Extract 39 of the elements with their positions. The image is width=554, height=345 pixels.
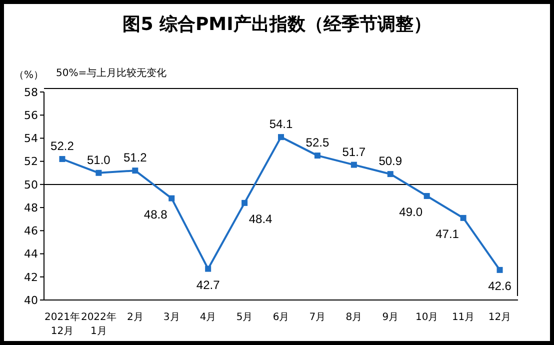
data-label: 52.5 (306, 136, 330, 150)
x-tick-label: 4月 (200, 312, 216, 323)
x-tick-label: 2022年 1月 (80, 311, 116, 337)
x-tick-label: 3月 (163, 312, 180, 323)
x-tick-label: 2月 (126, 312, 144, 323)
data-label: 48.8 (144, 207, 168, 222)
data-label: 51.0 (87, 152, 111, 167)
x-tick-label: 6月 (272, 312, 290, 323)
data-label: 50.9 (378, 154, 402, 168)
chart-title: 图5 综合PMI产出指数（经季节调整） (122, 13, 432, 36)
y-tick-label: 48 (24, 201, 38, 214)
x-tick-label: 9月 (382, 312, 399, 323)
text: 50%=与上月比较无变化 (56, 66, 167, 80)
y-tick-label: 54 (24, 132, 38, 146)
data-label: 51.7 (342, 144, 366, 159)
x-tick-label: 12月 (488, 312, 512, 323)
x-tick-label: 8月 (346, 312, 362, 323)
y-axis-title: （%） (14, 69, 44, 82)
y-tick-label: 42 (24, 270, 38, 284)
data-label: 52.2 (50, 139, 74, 154)
x-tick-label: 5月 (236, 312, 253, 323)
data-label: 47.1 (436, 226, 460, 241)
data-label: 49.0 (399, 205, 423, 219)
y-tick-label: 52 (24, 155, 38, 168)
x-tick-label: 7月 (309, 312, 326, 323)
data-label: 48.4 (248, 212, 273, 226)
y-tick-label: 50 (24, 178, 38, 192)
y-tick-label: 46 (24, 224, 38, 238)
data-label: 42.7 (196, 278, 220, 292)
y-tick-label: 40 (24, 294, 38, 307)
data-label: 51.2 (123, 150, 148, 165)
data-label: 54.1 (269, 117, 293, 132)
x-tick-label: 10月 (415, 312, 438, 323)
data-label: 42.6 (488, 278, 512, 293)
x-tick-label: 11月 (452, 312, 475, 323)
x-tick-label: 2021年 12月 (44, 311, 80, 337)
y-tick-label: 44 (24, 248, 38, 261)
y-tick-label: 58 (24, 86, 38, 99)
y-tick-label: 56 (24, 109, 38, 122)
